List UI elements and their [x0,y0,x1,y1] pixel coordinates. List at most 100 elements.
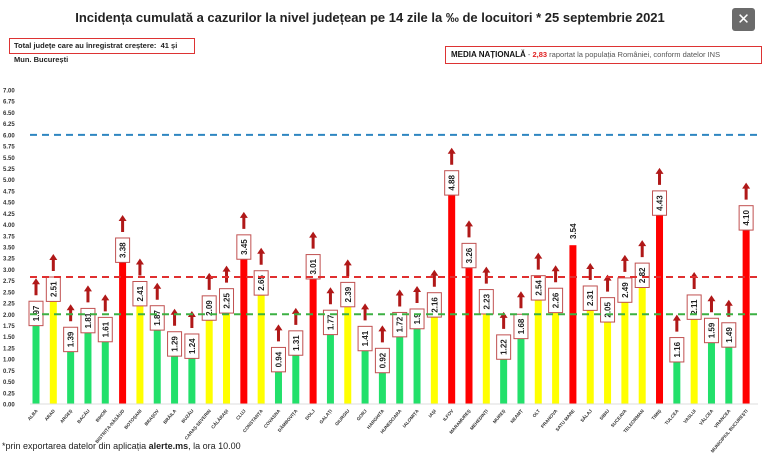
data-label: 1.61 [101,321,110,337]
media-label: MEDIA NAȚIONALĂ [451,50,526,59]
bar [188,348,196,404]
category-label: CĂLĂRAȘI [209,408,230,431]
category-label: ILFOV [442,408,455,422]
category-label: MUNICIPIUL BUCUREȘTI [710,408,750,454]
data-label-box [219,288,235,314]
bar [205,310,213,404]
increase-arrow-icon [499,311,508,329]
increase-arrow-icon [343,259,352,277]
bar [725,337,733,404]
increase-arrow-icon [153,282,162,300]
y-tick-label: 6.25 [3,122,15,128]
category-label: OLT [532,408,542,418]
bar [517,328,525,404]
category-label: MUREȘ [492,408,507,425]
bar [136,295,144,404]
data-label: 1.77 [326,314,335,330]
data-label: 2.31 [586,290,595,306]
bar [274,361,282,404]
data-label: 2.49 [621,282,630,298]
bar [586,300,594,404]
data-label: 1.81 [84,312,93,328]
data-label: 1.41 [361,330,370,346]
data-label: 2.26 [552,292,561,308]
y-tick-label: 3.75 [3,234,15,240]
data-label: 2.51 [49,281,58,297]
category-label: SUCEAVA [610,408,628,428]
data-label-box [132,280,148,307]
y-tick-label: 5.25 [3,167,15,173]
data-label: 2.41 [136,285,145,301]
bar [482,303,490,404]
data-label-box [530,275,546,301]
category-label: MEHEDINȚI [469,408,489,431]
category-label: GIURGIU [334,408,351,427]
y-tick-label: 4.75 [3,189,15,195]
data-label: 2.05 [604,302,613,318]
data-label-box [444,170,460,196]
total-counties-note: Total județe care au înregistrat creșter… [9,38,195,64]
data-label-box [374,347,390,374]
bar [396,326,404,404]
y-tick-label: 1.25 [3,346,15,352]
category-label: SĂLAJ [579,407,594,423]
data-label: 3.38 [119,242,128,258]
increase-arrow-icon [690,271,699,289]
y-tick-label: 5.75 [3,145,15,151]
y-tick-label: 0.00 [3,403,15,409]
category-label: VÂLCEA [698,407,715,426]
increase-arrow-icon [32,278,40,296]
y-tick-label: 6.00 [3,133,15,139]
category-label: BRĂILA [162,407,178,425]
data-label: 4.88 [448,175,457,191]
data-label-box [652,190,668,216]
data-label-box [703,317,719,344]
data-label-box [115,237,131,263]
data-label: 0.92 [378,352,387,368]
bar [465,257,473,404]
data-label-box [236,234,252,260]
bar [673,351,681,404]
y-tick-label: 6.50 [3,111,15,117]
increase-arrow-icon [742,182,751,200]
close-button[interactable]: ✕ [732,8,755,31]
data-label-box [167,331,183,357]
bar [344,296,352,404]
data-label: 1.59 [707,322,716,338]
category-label: CLUJ [235,408,247,421]
increase-arrow-icon [291,307,300,325]
bar [32,315,40,404]
data-label-box [45,276,61,302]
data-label: 3.01 [309,258,318,274]
data-label-box [582,285,598,311]
data-label-box [669,337,685,363]
data-label-box [548,287,564,314]
increase-arrow-icon [413,285,422,303]
increase-arrow-icon [170,308,179,326]
bar [569,245,577,404]
data-label: 1.29 [171,336,180,352]
data-label-box [322,309,338,336]
y-tick-label: 0.25 [3,391,15,397]
data-label-box [634,262,650,289]
bar [378,362,386,404]
data-label: 2.11 [690,299,699,315]
data-label-box [149,305,165,331]
category-label: ARAD [44,408,57,422]
y-tick-label: 2.00 [3,313,15,319]
data-label-box [357,325,373,352]
category-label: VASLUI [682,408,696,424]
increase-arrow-icon [586,262,595,280]
y-tick-label: 5.00 [3,178,15,184]
increase-arrow-icon [135,258,144,276]
increase-arrow-icon [430,269,439,287]
category-label: GORJ [356,408,368,422]
increase-arrow-icon [620,254,629,272]
data-label-box [426,292,442,318]
data-label: 3.26 [465,247,474,263]
data-label: 1.39 [67,331,76,347]
bar [707,332,715,404]
increase-arrow-icon [118,214,127,232]
category-label: IALOMIȚA [402,408,421,429]
